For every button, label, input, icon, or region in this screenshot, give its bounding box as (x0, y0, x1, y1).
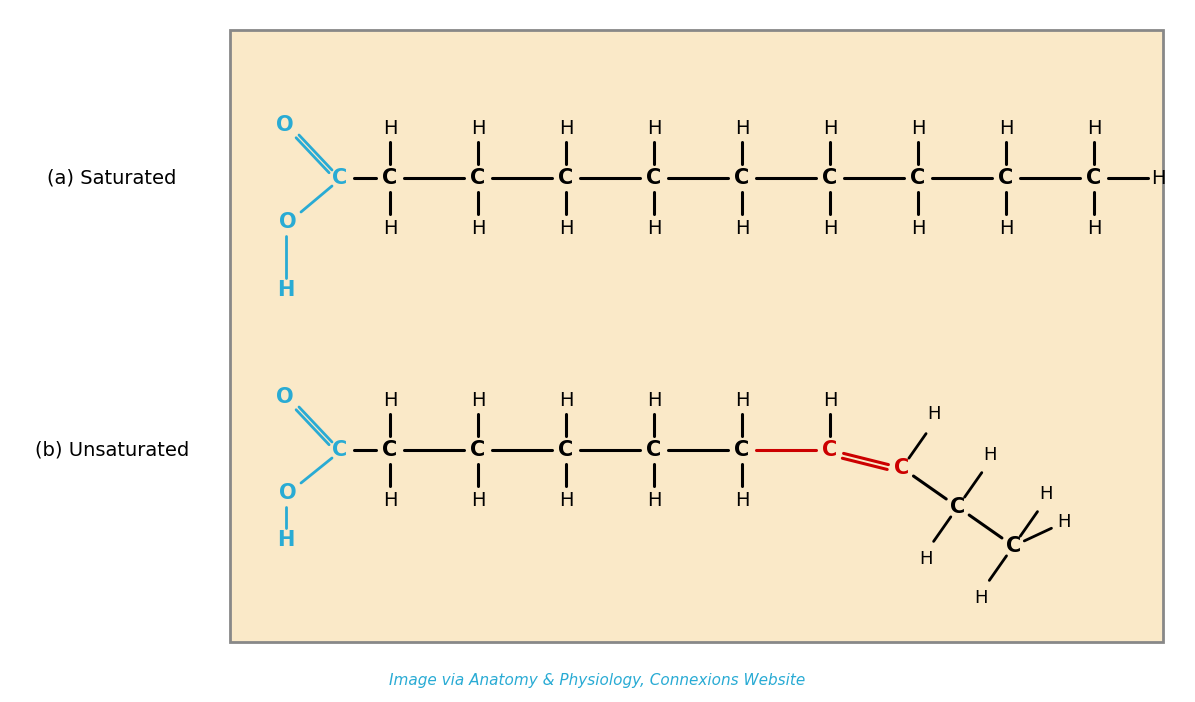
Text: H: H (1151, 168, 1165, 187)
Text: O: O (280, 212, 296, 232)
Text: C: C (382, 440, 398, 460)
Text: H: H (911, 119, 925, 138)
Text: H: H (382, 218, 397, 237)
Text: C: C (950, 497, 966, 517)
Text: C: C (646, 168, 662, 188)
Text: O: O (276, 387, 294, 407)
Text: O: O (276, 115, 294, 135)
Text: H: H (983, 446, 997, 464)
Text: (a) Saturated: (a) Saturated (48, 168, 177, 187)
Text: H: H (735, 491, 749, 510)
FancyBboxPatch shape (229, 30, 1163, 642)
Text: C: C (998, 168, 1013, 188)
Text: C: C (735, 440, 749, 460)
Text: H: H (277, 530, 295, 550)
Text: H: H (559, 491, 574, 510)
Text: C: C (471, 440, 485, 460)
Text: H: H (1086, 119, 1102, 138)
Text: C: C (471, 168, 485, 188)
Text: H: H (822, 119, 838, 138)
Text: H: H (277, 280, 295, 300)
Text: H: H (735, 119, 749, 138)
Text: H: H (927, 405, 940, 423)
Text: H: H (382, 491, 397, 510)
Text: H: H (471, 119, 485, 138)
Text: H: H (1086, 218, 1102, 237)
Text: H: H (822, 218, 838, 237)
Text: C: C (822, 168, 838, 188)
Text: C: C (332, 168, 348, 188)
Text: C: C (822, 440, 838, 460)
Text: C: C (332, 440, 348, 460)
Text: H: H (919, 550, 932, 568)
Text: H: H (471, 390, 485, 409)
Text: H: H (471, 491, 485, 510)
Text: H: H (646, 218, 661, 237)
Text: H: H (471, 218, 485, 237)
Text: C: C (735, 168, 749, 188)
Text: C: C (646, 440, 662, 460)
Text: H: H (999, 218, 1013, 237)
Text: H: H (735, 218, 749, 237)
Text: C: C (558, 440, 574, 460)
Text: H: H (382, 119, 397, 138)
Text: H: H (646, 119, 661, 138)
Text: H: H (911, 218, 925, 237)
Text: H: H (1058, 513, 1071, 531)
Text: H: H (559, 218, 574, 237)
Text: C: C (558, 168, 574, 188)
Text: C: C (894, 458, 909, 478)
Text: H: H (999, 119, 1013, 138)
Text: C: C (1086, 168, 1102, 188)
Text: H: H (646, 390, 661, 409)
Text: H: H (822, 390, 838, 409)
Text: C: C (911, 168, 926, 188)
Text: (b) Unsaturated: (b) Unsaturated (35, 440, 189, 460)
Text: H: H (559, 119, 574, 138)
Text: H: H (559, 390, 574, 409)
Text: H: H (735, 390, 749, 409)
Text: Image via Anatomy & Physiology, Connexions Website: Image via Anatomy & Physiology, Connexio… (388, 673, 805, 687)
Text: H: H (1038, 485, 1053, 503)
Text: H: H (975, 589, 988, 607)
Text: H: H (382, 390, 397, 409)
Text: O: O (280, 483, 296, 503)
Text: H: H (646, 491, 661, 510)
Text: C: C (382, 168, 398, 188)
Text: C: C (1006, 536, 1021, 556)
